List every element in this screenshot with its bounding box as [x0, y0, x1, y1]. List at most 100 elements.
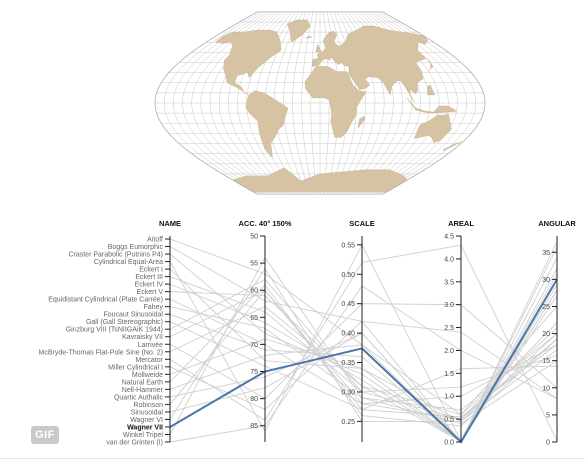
projection-name-label[interactable]: Kavraisky VII: [122, 334, 163, 341]
projection-name-label[interactable]: Eckert IV: [135, 282, 164, 289]
projection-line[interactable]: [169, 244, 558, 442]
axis-title: ANGULAR: [538, 219, 576, 228]
tick-label: 0.0: [444, 440, 454, 447]
projection-line[interactable]: [169, 246, 558, 443]
land-mass: [287, 19, 311, 43]
land-mass: [315, 43, 322, 53]
land-mass: [427, 84, 436, 96]
tick-label: 70: [250, 342, 258, 349]
map-graticule: [154, 11, 486, 195]
tick-label: 15: [542, 358, 550, 365]
land-mass: [245, 90, 289, 159]
tick-label: 0.50: [341, 272, 355, 279]
projection-line[interactable]: [169, 253, 558, 443]
land-mass: [304, 66, 367, 138]
land-mass: [305, 35, 313, 39]
projection-name-label[interactable]: Mollweide: [132, 372, 163, 379]
projection-name-label[interactable]: Equidistant Cylindrical (Plate Carrée): [48, 297, 163, 304]
tick-label: 3.0: [444, 302, 454, 309]
map-land: [215, 19, 462, 193]
tick-label: 25: [542, 304, 550, 311]
tick-label: 0.55: [341, 242, 355, 249]
tick-label: 65: [250, 315, 258, 322]
land-mass: [215, 29, 282, 96]
projection-line[interactable]: [169, 289, 558, 420]
projection-name-label[interactable]: Wagner VII: [127, 424, 163, 431]
bottom-divider: [0, 458, 585, 459]
tick-label: 0: [546, 440, 550, 447]
projection-line[interactable]: [169, 284, 558, 427]
tick-label: 1.0: [444, 394, 454, 401]
world-map: [154, 11, 486, 195]
projection-name-label[interactable]: Quartic Authalic: [114, 394, 164, 401]
tick-label: 4.0: [444, 256, 454, 263]
projection-line[interactable]: [169, 246, 558, 443]
tick-label: 3.5: [444, 279, 454, 286]
projection-name-label[interactable]: Craster Parabolic (Putnins P4): [68, 252, 163, 259]
tick-label: 50: [250, 234, 258, 241]
tick-label: 0.5: [444, 417, 454, 424]
axis-areal: AREAL 0.0 0.5 1.0 1.5 2.0 2.5 3.0 3.5 4.0 4.5: [444, 219, 474, 447]
tick-label: 10: [542, 385, 550, 392]
projection-name-label[interactable]: Miller Cylindrical I: [108, 364, 163, 371]
tick-label: 0.40: [341, 331, 355, 338]
projection-lines: [169, 238, 558, 444]
axis-title: SCALE: [349, 219, 374, 228]
tick-label: 1.5: [444, 371, 454, 378]
axis-title: NAME: [159, 219, 181, 228]
tick-label: 20: [542, 331, 550, 338]
projection-name-label[interactable]: Mercator: [135, 357, 163, 364]
land-mass: [427, 58, 434, 72]
tick-label: 85: [250, 423, 258, 430]
projection-name-label[interactable]: Larrivée: [138, 342, 163, 349]
land-mass: [357, 115, 365, 129]
projection-name-label[interactable]: Gall (Gall Stereographic): [86, 319, 163, 326]
projection-name-label[interactable]: Aitoff: [147, 237, 163, 244]
projection-name-label[interactable]: Cylindrical Equal-Area: [94, 259, 163, 266]
tick-label: 5: [546, 412, 550, 419]
tick-label: 80: [250, 396, 258, 403]
projection-name-label[interactable]: McBryde-Thomas Flat-Pole Sine (No. 2): [39, 349, 163, 356]
projection-line[interactable]: [169, 241, 558, 443]
projection-name-label[interactable]: Ginzburg VIII (TsNIIGAiK 1944): [66, 327, 163, 334]
tick-label: 0.45: [341, 301, 355, 308]
land-mass: [406, 97, 458, 114]
land-mass: [414, 113, 452, 143]
axis-title: AREAL: [448, 219, 474, 228]
tick-label: 0.35: [341, 360, 355, 367]
projection-name-label[interactable]: Fahey: [144, 304, 164, 311]
tick-label: 0.30: [341, 389, 355, 396]
projection-name-label[interactable]: Wagner VI: [130, 417, 163, 424]
projection-name-label[interactable]: Eckert I: [139, 267, 163, 274]
land-mass: [443, 141, 462, 151]
projection-name-label[interactable]: Natural Earth: [122, 379, 163, 386]
projection-name-label[interactable]: Eckert V: [137, 289, 164, 296]
projection-name-label[interactable]: Robinson: [133, 402, 163, 409]
tick-label: 75: [250, 369, 258, 376]
tick-label: 4.5: [444, 234, 454, 241]
axis-title: ACC. 40° 150%: [238, 219, 291, 228]
land-mass: [311, 25, 428, 103]
map-outline: [154, 11, 486, 195]
projection-name-label[interactable]: Nell-Hammer: [122, 387, 164, 394]
axis-acc-40-150-: ACC. 40° 150% 50 55 60 65 70 75 80 85: [238, 219, 292, 442]
tick-label: 30: [542, 277, 550, 284]
projection-name-label[interactable]: Boggs Eumorphic: [108, 244, 164, 251]
projection-name-label[interactable]: Winkel Tripel: [123, 432, 164, 439]
tick-label: 55: [250, 261, 258, 268]
tick-label: 35: [542, 250, 550, 257]
tick-label: 0.25: [341, 419, 355, 426]
projection-name-label[interactable]: Sinusoidal: [131, 409, 164, 416]
gif-badge[interactable]: GIF: [31, 426, 59, 444]
axis-scale: SCALE 0.25 0.30 0.35 0.40 0.45 0.50 0.55: [341, 219, 375, 442]
axis-angular: ANGULAR 0 5 10 15 20 25 30 35: [538, 219, 576, 447]
projection-name-label[interactable]: Eckert III: [135, 274, 163, 281]
projection-name-label[interactable]: Foucaut Sinusoidal: [103, 312, 163, 319]
tick-label: 2.0: [444, 348, 454, 355]
tick-label: 60: [250, 288, 258, 295]
projection-name-label[interactable]: van der Grinten (I): [106, 440, 163, 447]
tick-label: 2.5: [444, 325, 454, 332]
